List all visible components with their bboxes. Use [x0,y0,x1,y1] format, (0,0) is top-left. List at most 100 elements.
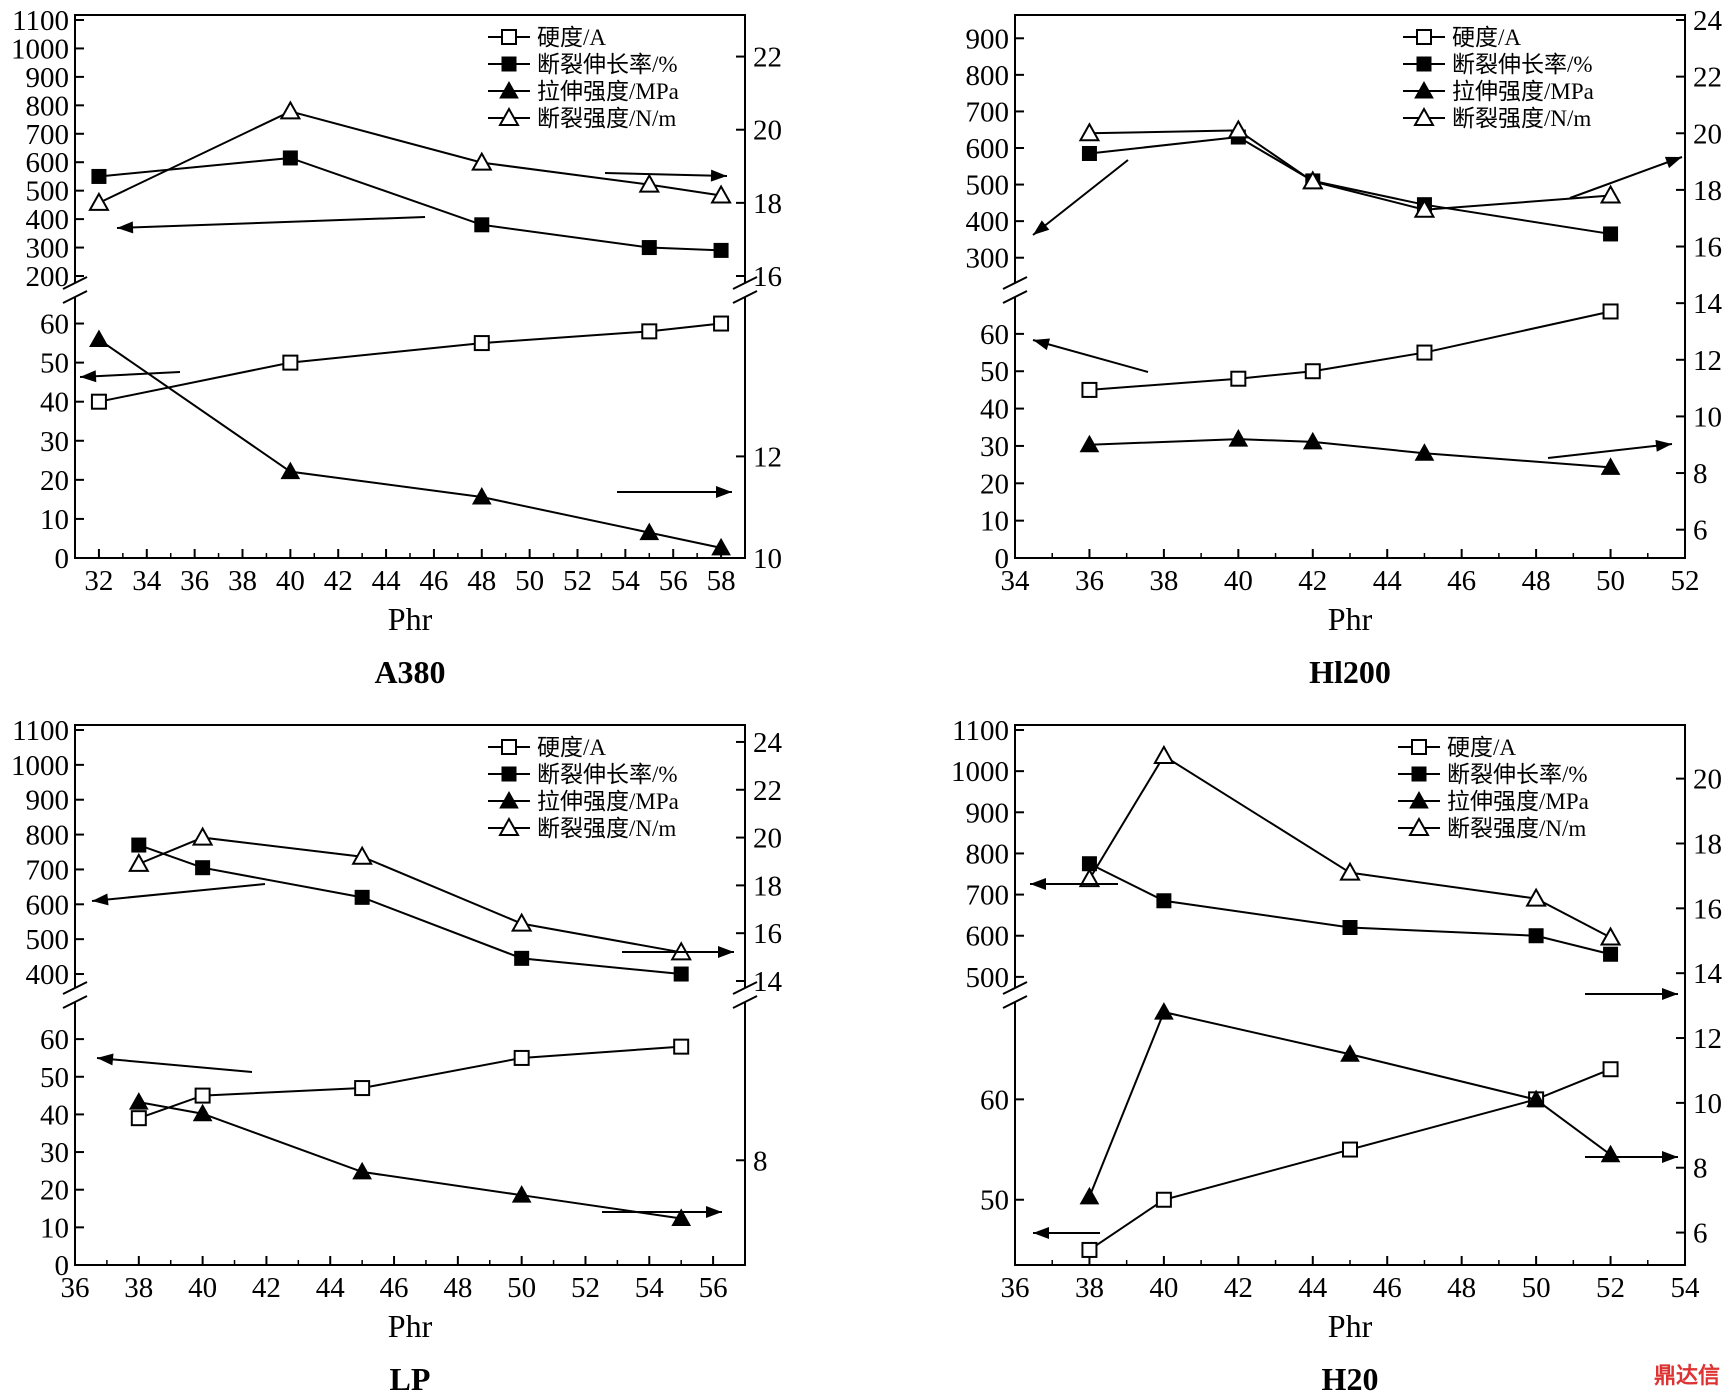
left-y-tick-label: 20 [40,1175,69,1207]
series-2 [1081,129,1619,242]
x-tick-label: 48 [443,1272,472,1304]
series-line [1089,135,1611,235]
x-tick-label: 40 [188,1272,217,1304]
x-tick-label: 36 [180,565,209,597]
left-y-tick-label: 400 [26,959,70,991]
left-axis-break-slash [1002,290,1028,304]
chart-caption: Hl200 [1309,654,1391,690]
axis-indicator-arrow [1032,159,1129,236]
filled-square-marker [91,168,107,184]
axis-indicator-arrow [1547,443,1673,459]
filled-square-marker [1603,946,1619,962]
open-square-marker [473,335,490,352]
x-tick-label: 42 [1224,1272,1253,1304]
filled-triangle-marker [471,487,492,505]
series-4 [128,826,692,961]
left-y-tick-label: 800 [26,90,70,122]
left-y-tick-label: 1000 [951,756,1009,788]
right-axis-break-slash [732,290,758,304]
x-tick-label: 54 [635,1272,665,1304]
series-line [138,844,682,976]
open-square-marker [513,1049,530,1066]
arrowhead [1662,1151,1678,1163]
open-square-marker [282,354,299,371]
left-y-tick-label: 500 [26,176,70,208]
x-tick-label: 50 [507,1272,536,1304]
left-y-tick-label: 30 [40,426,69,458]
open-triangle-marker [1302,170,1324,190]
axis-indicator-arrow [116,216,426,229]
left-y-tick-label: 0 [55,1250,70,1282]
filled-triangle-marker [1079,1186,1100,1205]
filled-square-marker [354,889,370,905]
arrowhead [1655,439,1672,452]
right-y-tick-label: 20 [1693,118,1722,150]
arrowhead [1662,988,1678,1000]
x-tick-label: 40 [276,565,305,597]
filled-triangle-marker [1409,790,1429,809]
x-tick-label: 38 [124,1272,153,1304]
series-2 [91,150,729,258]
left-y-tick-label: 1100 [12,5,69,37]
open-square-marker [713,315,730,332]
x-tick-label: 54 [611,565,641,597]
open-triangle-marker [1413,106,1435,126]
left-y-tick-label: 50 [40,1062,69,1094]
right-y-tick-label: 6 [1693,1218,1708,1250]
legend-label: 断裂强度/N/m [1447,816,1586,841]
open-square-marker [1342,1141,1358,1158]
filled-square-marker [474,217,490,233]
left-y-tick-label: 10 [980,506,1009,538]
legend-label: 拉伸强度/MPa [1452,79,1594,104]
left-y-tick-label: 60 [980,319,1009,351]
series-line [1089,310,1611,391]
right-axis-break-gap [735,988,755,1002]
right-y-tick-label: 20 [753,823,782,855]
open-square-marker [354,1080,371,1097]
right-axis-break-gap [735,283,755,297]
legend-label: 断裂伸长率/% [1447,762,1588,787]
open-triangle-marker [88,191,110,211]
series-3 [89,329,731,556]
left-y-tick-label: 900 [966,23,1010,55]
open-square-marker [1416,344,1433,361]
x-tick-label: 56 [699,1272,728,1304]
open-triangle-marker [471,151,493,171]
left-y-tick-label: 900 [26,62,70,94]
right-y-tick-label: 22 [753,775,782,807]
series-2 [131,837,689,982]
left-y-tick-label: 0 [995,543,1010,575]
open-triangle-marker [1525,887,1547,907]
open-square-marker [1155,1191,1172,1208]
left-axis-break-slash [1002,276,1028,290]
open-triangle-marker [1153,744,1175,764]
filled-triangle-marker [128,1092,149,1110]
left-y-tick-label: 0 [55,543,70,575]
left-y-tick-label: 40 [40,1099,69,1131]
left-y-tick-label: 700 [966,880,1010,912]
filled-triangle-marker [280,461,301,480]
left-y-tick-label: 600 [26,147,70,179]
filled-square-marker [673,966,689,982]
open-square-marker [1304,363,1321,380]
series-4 [88,100,732,211]
left-y-tick-label: 30 [980,431,1009,463]
filled-triangle-marker [711,537,731,556]
x-tick-label: 38 [228,565,257,597]
x-tick-label: 44 [1373,565,1403,597]
x-tick-label: 42 [1298,565,1327,597]
filled-triangle-marker [1340,1044,1360,1062]
filled-triangle-marker [671,1208,692,1226]
filled-triangle-marker [499,80,519,99]
series-3 [128,1092,692,1226]
axis-indicator-arrow [1032,339,1149,373]
filled-triangle-marker [1600,457,1621,475]
left-y-tick-label: 800 [966,60,1010,92]
filled-square-marker [1603,226,1619,242]
right-y-tick-label: 12 [1693,345,1722,377]
filled-square-marker [1156,893,1172,909]
open-triangle-marker [191,826,214,846]
left-axis-break-slash [62,276,88,290]
arrowhead [117,221,134,234]
